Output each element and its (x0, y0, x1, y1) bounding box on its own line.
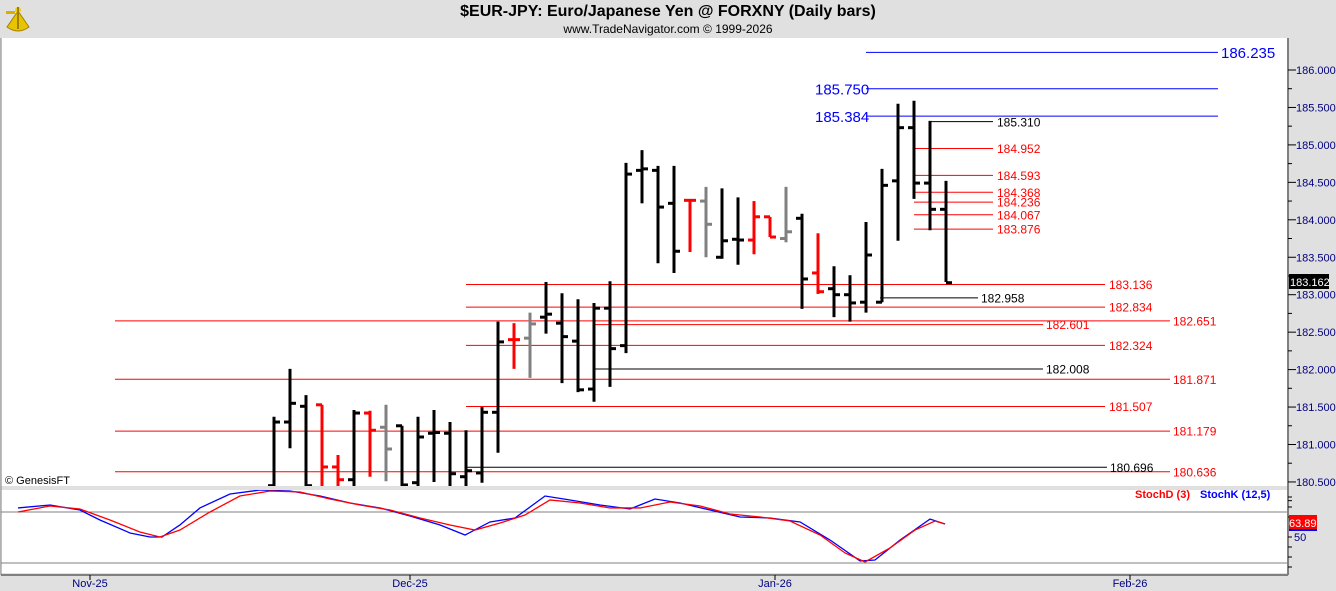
price-bar (444, 422, 456, 486)
price-bar (668, 165, 680, 273)
level-label: 180.696 (1110, 461, 1154, 475)
x-tick-label: Jan-26 (758, 578, 792, 590)
y-tick-label: 184.500 (1296, 177, 1336, 189)
chart-title: $EUR-JPY: Euro/Japanese Yen @ FORXNY (Da… (460, 3, 876, 20)
y-tick-label: 181.000 (1296, 440, 1336, 452)
price-bar (796, 213, 808, 309)
indicator-panel (1, 490, 1288, 573)
level-label: 185.310 (997, 115, 1041, 129)
price-bar (588, 302, 600, 402)
level-label: 182.958 (981, 291, 1025, 305)
price-bar (492, 321, 504, 453)
price-bar (476, 407, 488, 483)
price-bar (764, 215, 776, 239)
price-bar (908, 100, 920, 199)
stoch-axis-label-50: 50 (1294, 532, 1306, 544)
level-label: 182.601 (1046, 318, 1090, 332)
x-tick-label: Feb-26 (1113, 578, 1148, 590)
y-tick-label: 185.000 (1296, 140, 1336, 152)
level-label: 180.636 (1173, 465, 1217, 479)
y-tick-label: 184.000 (1296, 215, 1336, 227)
last-stoch-label: 63.89 (1289, 518, 1317, 530)
price-bar (380, 404, 392, 482)
last-price-box (1289, 274, 1329, 289)
price-bar (300, 395, 312, 486)
price-bar (940, 180, 952, 285)
price-bar (700, 186, 712, 258)
level-label: 181.179 (1173, 425, 1217, 439)
x-tick-label: Dec-25 (392, 578, 427, 590)
level-label: 184.236 (997, 196, 1041, 210)
price-bar (460, 430, 472, 486)
price-bar (572, 299, 584, 393)
y-tick-label: 185.500 (1296, 102, 1336, 114)
level-label: 183.876 (997, 223, 1041, 237)
sextant-logo-icon (3, 3, 33, 38)
x-tick-label: Nov-25 (72, 578, 107, 590)
level-label: 186.235 (1221, 45, 1275, 62)
level-label: 182.324 (1109, 339, 1153, 353)
price-bar (876, 168, 888, 304)
price-bar (396, 424, 408, 486)
price-bar (332, 454, 344, 486)
price-bar (556, 293, 568, 384)
price-bar (284, 368, 296, 449)
price-bar (860, 222, 872, 313)
price-bar (428, 410, 440, 482)
price-bar (268, 416, 280, 486)
price-bar (604, 281, 616, 387)
level-label: 182.651 (1173, 314, 1217, 328)
price-bar (348, 410, 360, 486)
level-label: 185.384 (815, 109, 869, 126)
y-tick-label: 181.500 (1296, 402, 1336, 414)
level-label: 181.871 (1173, 373, 1217, 387)
price-bar (684, 198, 696, 253)
price-bar (524, 312, 536, 378)
chart-subtitle: www.TradeNavigator.com © 1999-2026 (563, 22, 773, 36)
level-label: 184.368 (997, 186, 1041, 200)
price-panel (1, 38, 1288, 486)
price-bar (316, 403, 328, 486)
legend-stochk: StochK (12,5) (1200, 489, 1271, 501)
legend-stochd: StochD (3) (1135, 489, 1190, 501)
y-tick-label: 183.000 (1296, 290, 1336, 302)
level-label: 183.136 (1109, 278, 1153, 292)
price-bar (812, 233, 824, 294)
level-label: 184.593 (997, 169, 1041, 183)
price-bar (748, 201, 760, 255)
level-label: 185.750 (815, 81, 869, 98)
y-tick-label: 182.000 (1296, 365, 1336, 377)
level-label: 181.507 (1109, 400, 1153, 414)
stochd-line (17, 490, 946, 563)
level-label: 182.008 (1046, 363, 1090, 377)
y-tick-label: 180.500 (1296, 477, 1336, 489)
price-bar (844, 275, 856, 322)
price-bar (620, 162, 632, 354)
price-bar (716, 188, 728, 259)
price-bar (540, 281, 552, 334)
price-bar (780, 186, 792, 243)
y-tick-label: 182.500 (1296, 327, 1336, 339)
price-bar (924, 120, 936, 231)
price-bar (828, 266, 840, 318)
last-price-label: 183.162 (1290, 277, 1330, 289)
y-tick-label: 186.000 (1296, 65, 1336, 77)
copyright-text: © GenesisFT (5, 475, 70, 487)
price-bar (508, 323, 520, 369)
price-bar (652, 165, 664, 264)
level-label: 182.834 (1109, 301, 1153, 315)
last-stoch-box (1289, 515, 1317, 530)
price-bar (892, 103, 904, 241)
price-bar (364, 410, 376, 477)
y-tick-label: 183.500 (1296, 252, 1336, 264)
level-label: 184.067 (997, 208, 1041, 222)
price-bar (412, 416, 424, 486)
price-bar (732, 197, 744, 265)
level-label: 184.952 (997, 142, 1041, 156)
price-bar (636, 150, 648, 204)
